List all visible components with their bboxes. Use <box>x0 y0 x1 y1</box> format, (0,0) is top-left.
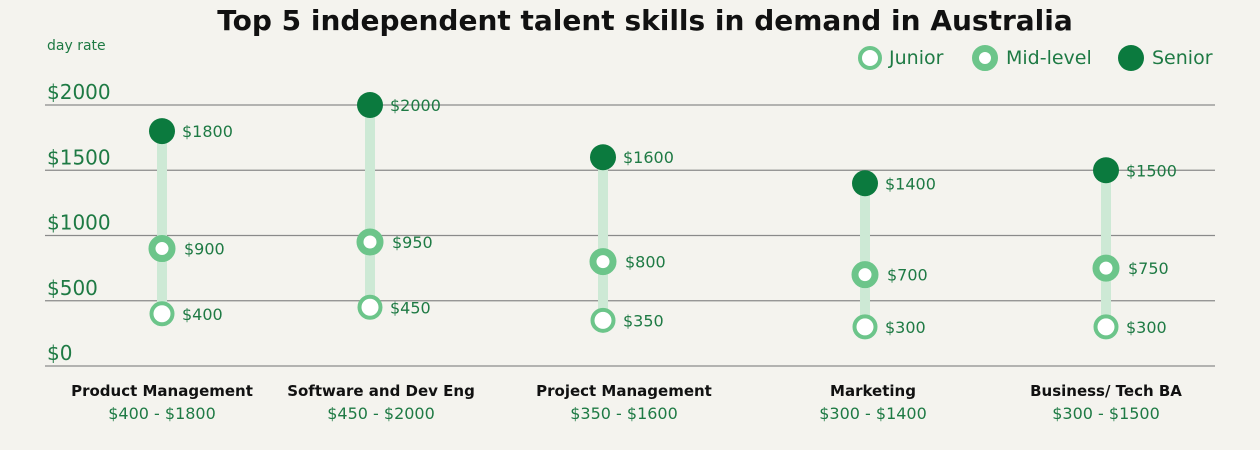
junior-value-label: $300 <box>1126 318 1167 337</box>
mid-level-value-label: $800 <box>625 253 666 272</box>
data-points: $400 $900 $1800 $450 $950 $2000 $350 $800 $1600 $… <box>148 92 1177 340</box>
y-tick-label: $2000 <box>47 80 111 104</box>
category-range-label: $300 - $1400 <box>819 404 927 423</box>
y-tick-label: $1500 <box>47 145 111 169</box>
mid-level-point <box>1092 254 1120 282</box>
category-label: Product Management <box>71 382 253 400</box>
mid-level-point <box>356 228 384 256</box>
chart-title: Top 5 independent talent skills in deman… <box>217 4 1073 37</box>
category-label: Marketing <box>830 382 916 400</box>
senior-point <box>149 118 175 145</box>
mid-level-value-label: $700 <box>887 266 928 285</box>
junior-value-label: $450 <box>390 298 431 317</box>
legend-senior-marker <box>1118 45 1144 71</box>
category-range-label: $350 - $1600 <box>570 404 678 423</box>
y-tick-label: $0 <box>47 341 72 365</box>
junior-point <box>149 301 175 327</box>
junior-point <box>357 294 383 320</box>
senior-point <box>357 92 383 118</box>
junior-point <box>1093 314 1119 340</box>
mid-level-value-label: $950 <box>392 233 433 252</box>
legend-mid-level-marker <box>972 45 998 71</box>
mid-level-point <box>851 261 879 289</box>
junior-value-label: $400 <box>182 305 223 324</box>
range-bar <box>1101 170 1111 327</box>
senior-point <box>852 170 878 197</box>
legend-senior-label: Senior <box>1152 47 1213 69</box>
senior-point <box>1093 157 1119 184</box>
mid-level-point <box>589 248 617 276</box>
junior-value-label: $300 <box>885 318 926 337</box>
junior-point <box>852 314 878 340</box>
category-range-label: $450 - $2000 <box>327 404 435 423</box>
senior-value-label: $2000 <box>390 96 441 115</box>
range-bar <box>598 157 608 321</box>
category-label: Business/ Tech BA <box>1030 382 1182 400</box>
mid-level-value-label: $750 <box>1128 259 1169 278</box>
category-range-label: $300 - $1500 <box>1052 404 1160 423</box>
legend-junior-label: Junior <box>888 47 944 69</box>
category-labels: Product Management $400 - $1800 Software a… <box>71 382 1182 423</box>
senior-value-label: $1800 <box>182 122 233 141</box>
category-label: Project Management <box>536 382 712 400</box>
legend-junior-marker <box>858 46 882 70</box>
mid-level-value-label: $900 <box>184 240 225 259</box>
category-range-label: $400 - $1800 <box>108 404 216 423</box>
grid-layer: $0 $500 $1000 $1500 $2000 <box>45 80 1215 367</box>
range-bar <box>860 183 870 327</box>
senior-point <box>590 144 616 171</box>
senior-value-label: $1500 <box>1126 161 1177 180</box>
category-label: Software and Dev Eng <box>287 382 475 400</box>
legend-mid-level-label: Mid-level <box>1006 47 1092 69</box>
legend: Junior Mid-level Senior <box>858 45 1213 71</box>
range-bar <box>157 131 167 314</box>
senior-value-label: $1400 <box>885 174 936 193</box>
junior-value-label: $350 <box>623 311 664 330</box>
range-bar <box>365 105 375 308</box>
junior-point <box>590 307 616 333</box>
y-tick-label: $1000 <box>47 211 111 235</box>
mid-level-point <box>148 235 176 263</box>
senior-value-label: $1600 <box>623 148 674 167</box>
range-bars <box>157 105 1111 327</box>
y-axis-label: day rate <box>47 38 106 54</box>
y-tick-label: $500 <box>47 276 98 300</box>
